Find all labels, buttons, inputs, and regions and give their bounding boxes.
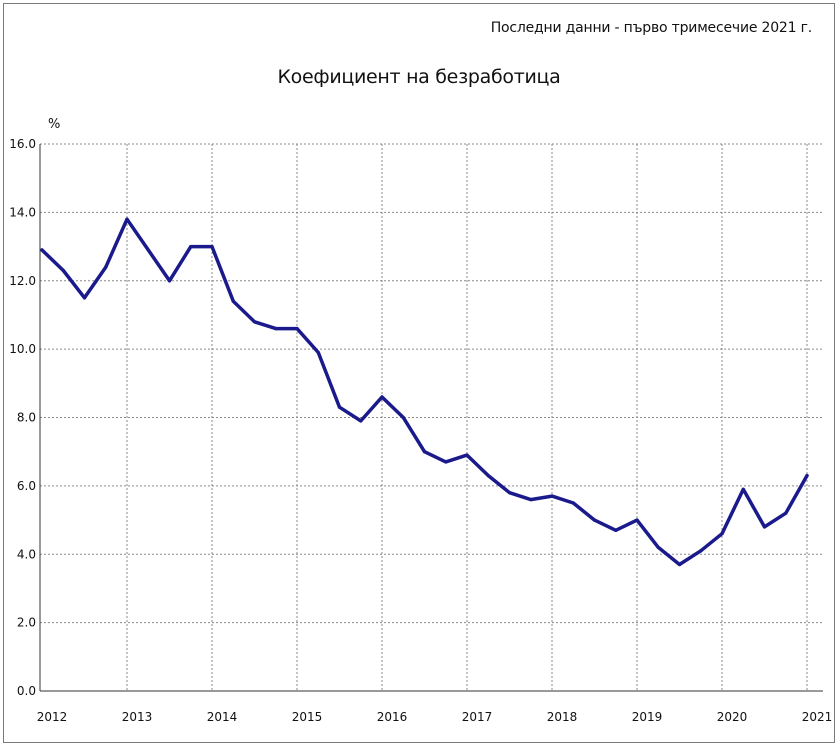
data-point	[720, 532, 724, 536]
data-point	[231, 299, 235, 303]
data-point	[614, 528, 618, 532]
data-point	[699, 549, 703, 553]
x-tick-label: 2020	[717, 710, 748, 724]
x-tick-label: 2015	[292, 710, 323, 724]
y-tick-label: 16.0	[9, 137, 36, 151]
data-point	[61, 268, 65, 273]
x-tick-label: 2013	[122, 710, 153, 724]
data-point	[82, 296, 87, 300]
data-point	[359, 419, 363, 423]
y-tick-label: 0.0	[17, 684, 36, 698]
y-tick-label: 4.0	[17, 547, 36, 561]
y-tick-label: 6.0	[17, 479, 36, 493]
data-point	[571, 501, 575, 505]
data-point	[677, 562, 682, 567]
data-point	[167, 279, 172, 283]
data-point	[189, 244, 193, 249]
data-point	[40, 248, 44, 252]
y-tick-label: 14.0	[9, 205, 36, 219]
data-point	[444, 460, 448, 464]
x-tick-label: 2014	[207, 710, 238, 724]
data-point	[635, 518, 639, 522]
data-point	[465, 453, 469, 457]
data-point	[104, 265, 108, 269]
x-tick-label: 2012	[37, 710, 68, 724]
data-point	[507, 491, 512, 495]
chart-title: Коефициент на безработица	[277, 66, 561, 88]
data-point	[784, 511, 788, 515]
x-tick-label: 2016	[377, 710, 408, 724]
y-axis-unit-label: %	[48, 117, 61, 132]
data-point	[295, 327, 299, 331]
y-tick-label: 8.0	[17, 411, 36, 425]
data-point	[210, 244, 214, 249]
x-tick-label: 2019	[632, 710, 663, 724]
y-tick-label: 10.0	[9, 342, 36, 356]
data-point	[125, 217, 129, 221]
x-tick-label: 2018	[547, 710, 578, 724]
latest-data-note: Последни данни - първо тримесечие 2021 г…	[490, 20, 812, 36]
data-point	[252, 320, 257, 324]
data-point	[486, 474, 490, 478]
data-point	[274, 327, 278, 331]
data-point	[380, 395, 384, 399]
data-point	[550, 494, 554, 498]
data-point	[401, 415, 405, 420]
data-point	[741, 487, 745, 491]
data-point	[762, 525, 767, 529]
data-point	[316, 350, 320, 355]
data-point	[805, 474, 809, 478]
data-point	[146, 248, 150, 252]
data-point	[656, 545, 660, 550]
x-tick-label: 2021	[802, 710, 833, 724]
data-point	[422, 450, 427, 454]
y-tick-label: 2.0	[17, 616, 36, 630]
data-point	[592, 518, 597, 522]
data-point	[529, 497, 533, 502]
x-tick-label: 2017	[462, 710, 493, 724]
y-tick-label: 12.0	[9, 274, 36, 288]
data-point	[337, 405, 342, 409]
